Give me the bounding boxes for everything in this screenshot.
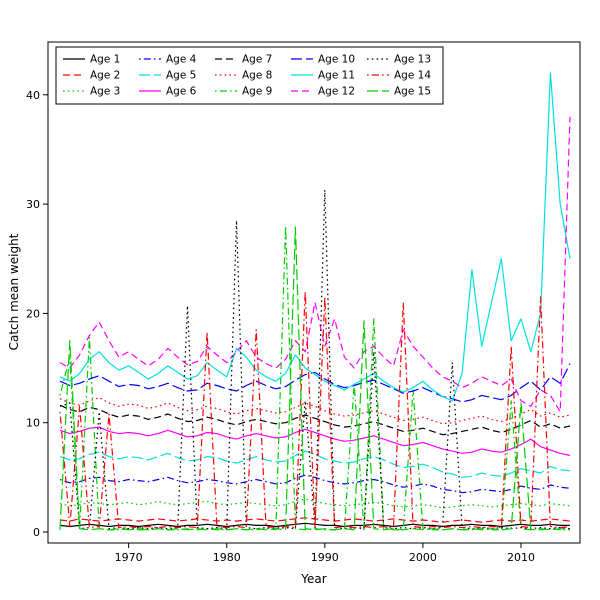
x-tick-label: 1980	[213, 551, 241, 564]
legend-label: Age 4	[166, 54, 197, 66]
y-tick-label: 20	[26, 307, 40, 320]
legend-label: Age 1	[90, 54, 120, 66]
legend-label: Age 6	[166, 86, 197, 98]
x-tick-label: 1990	[311, 551, 339, 564]
legend-label: Age 3	[90, 86, 120, 98]
series-line-age-3	[59, 498, 571, 509]
y-tick-label: 0	[33, 526, 40, 539]
legend-label: Age 14	[394, 70, 431, 82]
x-tick-label: 2000	[409, 551, 437, 564]
series-line-age-8	[59, 397, 571, 425]
series-line-age-14	[59, 290, 571, 529]
series-line-age-6	[59, 426, 571, 457]
series-line-age-12	[59, 116, 571, 413]
series-line-age-10	[59, 363, 571, 403]
legend-label: Age 10	[318, 54, 355, 66]
plot-box	[47, 41, 581, 544]
legend-label: Age 5	[166, 70, 196, 82]
x-tick-label: 2010	[507, 551, 535, 564]
series-line-age-2	[59, 517, 571, 523]
legend-label: Age 8	[242, 70, 272, 82]
legend-label: Age 2	[90, 70, 120, 82]
series-line-age-4	[59, 474, 571, 494]
legend-label: Age 11	[318, 70, 355, 82]
series-line-age-9	[59, 225, 570, 531]
series-line-age-7	[59, 404, 571, 436]
series-line-age-5	[59, 450, 571, 478]
legend-label: Age 7	[242, 54, 272, 66]
y-tick-label: 40	[26, 89, 40, 102]
series-line-age-11	[59, 72, 571, 402]
y-axis-title: Catch mean weight	[7, 233, 21, 351]
x-tick-label: 1970	[115, 551, 143, 564]
legend-label: Age 13	[394, 54, 431, 66]
y-tick-label: 10	[26, 417, 40, 430]
y-tick-label: 30	[26, 198, 40, 211]
legend-label: Age 9	[242, 86, 272, 98]
legend-label: Age 12	[318, 86, 355, 98]
series-line-age-15	[59, 226, 571, 531]
legend-label: Age 15	[394, 86, 431, 98]
series-line-age-13	[59, 189, 571, 530]
x-axis-title: Year	[301, 572, 327, 586]
